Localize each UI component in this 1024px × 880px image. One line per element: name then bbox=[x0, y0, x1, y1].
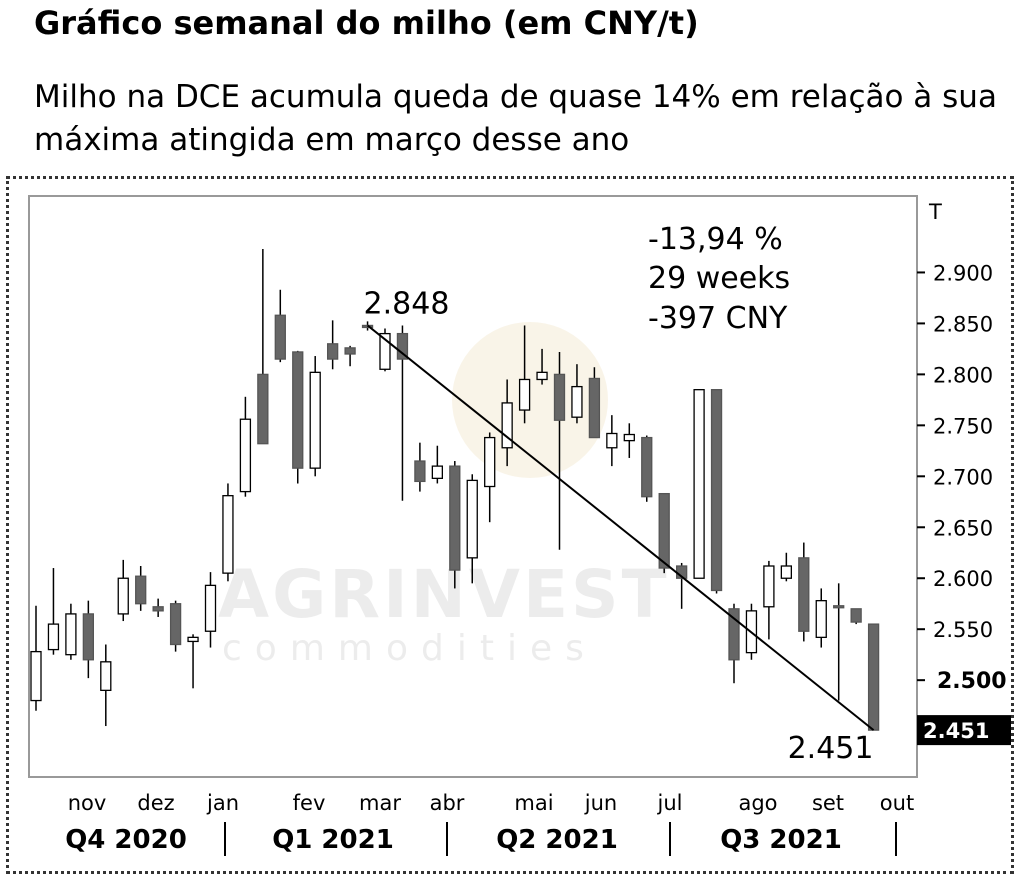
candle-body bbox=[239, 418, 252, 493]
x-tick-label-month: jul bbox=[657, 791, 683, 815]
candle-body bbox=[606, 432, 618, 449]
plot-area bbox=[28, 195, 918, 778]
candle-body bbox=[117, 577, 129, 615]
y-axis-label: T bbox=[928, 200, 942, 224]
candle-body bbox=[588, 377, 601, 439]
candle-body bbox=[815, 600, 827, 639]
y-tick-label: 2.700 bbox=[933, 465, 993, 489]
last-price-label: 2.451 bbox=[923, 719, 989, 743]
candle-body bbox=[135, 575, 147, 605]
x-tick-label-month: mai bbox=[514, 791, 553, 815]
candle-body bbox=[641, 436, 653, 498]
candle-body bbox=[571, 385, 583, 418]
x-tick-label-month: dez bbox=[137, 791, 174, 815]
candle-body bbox=[326, 343, 339, 360]
candle-body bbox=[414, 460, 426, 483]
candle-body bbox=[780, 565, 792, 579]
candle-body bbox=[833, 605, 845, 609]
candle-body bbox=[693, 389, 705, 579]
y-tick-label: 2.850 bbox=[933, 312, 993, 336]
candle-body bbox=[82, 613, 94, 661]
candle-body bbox=[344, 347, 356, 355]
y-tick-label: 2.600 bbox=[933, 567, 993, 591]
reference-label: 2.500 bbox=[937, 669, 1007, 694]
candle-body bbox=[379, 332, 391, 370]
y-tick-label: 2.800 bbox=[933, 363, 993, 387]
candle-body bbox=[484, 436, 496, 488]
candle-body bbox=[553, 373, 566, 421]
x-tick-label-quarter: Q1 2021 bbox=[272, 825, 394, 855]
reference-level: 2.500 bbox=[917, 669, 1007, 694]
x-tick-label-month: jan bbox=[206, 791, 239, 815]
candle-body bbox=[536, 371, 548, 381]
trendline bbox=[366, 324, 875, 731]
stat-change-percent: -13,94 % bbox=[648, 222, 783, 257]
candle-body bbox=[850, 608, 862, 623]
candle-body bbox=[658, 492, 670, 569]
y-tick-label: 2.650 bbox=[933, 516, 993, 540]
candle-body bbox=[169, 603, 182, 646]
candles bbox=[30, 249, 880, 731]
candle-body bbox=[30, 650, 42, 702]
y-tick-label: 2.900 bbox=[933, 261, 993, 285]
watermark: AGRINVEST commodities bbox=[218, 322, 670, 669]
page-title: Gráfico semanal do milho (em CNY/t) bbox=[34, 4, 699, 42]
x-tick-label-month: nov bbox=[68, 791, 107, 815]
x-tick-label-month: ago bbox=[738, 791, 777, 815]
candle-body bbox=[449, 465, 461, 571]
candle-body bbox=[867, 623, 880, 731]
stat-weeks: 29 weeks bbox=[648, 261, 790, 296]
watermark-tagline: commodities bbox=[222, 628, 597, 669]
x-tick-label-month: abr bbox=[430, 791, 465, 815]
high-label: 2.848 bbox=[364, 286, 450, 321]
x-tick-label-month: out bbox=[880, 791, 914, 815]
candle-body bbox=[396, 332, 409, 360]
candle-body bbox=[623, 433, 635, 442]
watermark-name: AGRINVEST bbox=[218, 556, 670, 633]
candle-body bbox=[100, 661, 112, 692]
candle-body bbox=[466, 479, 478, 559]
candle-body bbox=[65, 613, 77, 656]
candle-body bbox=[47, 623, 60, 651]
candle-body bbox=[187, 636, 199, 643]
candle-body bbox=[222, 495, 234, 574]
y-axis: 2.550 2.600 2.650 2.700 2.750 2.800 2.850 2.900 bbox=[917, 261, 993, 642]
x-tick-label-month: set bbox=[812, 791, 844, 815]
low-label: 2.451 bbox=[788, 731, 874, 766]
candle-body bbox=[431, 465, 444, 479]
candle-body bbox=[274, 314, 286, 360]
candle-body bbox=[292, 351, 304, 469]
x-axis-quarters: Q4 2020 Q1 2021 Q2 2021 Q3 2021 bbox=[65, 822, 897, 856]
last-price-badge: 2.451 bbox=[917, 715, 1011, 746]
candle-body bbox=[763, 565, 775, 608]
candle-body bbox=[152, 606, 164, 612]
candle-body bbox=[257, 373, 269, 445]
x-tick-label-month: fev bbox=[293, 791, 326, 815]
x-tick-label-quarter: Q3 2021 bbox=[720, 825, 842, 855]
candle-body bbox=[518, 378, 531, 411]
candle-body bbox=[710, 389, 723, 592]
page-subtitle: Milho na DCE acumula queda de quase 14% … bbox=[34, 79, 997, 158]
candle-body bbox=[501, 402, 513, 449]
y-tick-label: 2.750 bbox=[933, 414, 993, 438]
x-tick-label-quarter: Q2 2021 bbox=[496, 825, 618, 855]
x-tick-label-quarter: Q4 2020 bbox=[65, 825, 187, 855]
x-tick-label-month: jun bbox=[584, 791, 617, 815]
y-tick-label: 2.550 bbox=[933, 618, 993, 642]
candle-body bbox=[728, 608, 740, 661]
candle-body bbox=[204, 584, 217, 632]
candle-body bbox=[798, 557, 810, 632]
x-axis-months: nov dez jan fev mar abr mai jun jul ago set out bbox=[68, 791, 915, 815]
chart-frame bbox=[6, 176, 1014, 874]
x-tick-label-month: mar bbox=[359, 791, 401, 815]
last-price-box bbox=[917, 715, 1011, 746]
candle-body bbox=[309, 371, 321, 469]
stat-cny: -397 CNY bbox=[648, 301, 788, 336]
